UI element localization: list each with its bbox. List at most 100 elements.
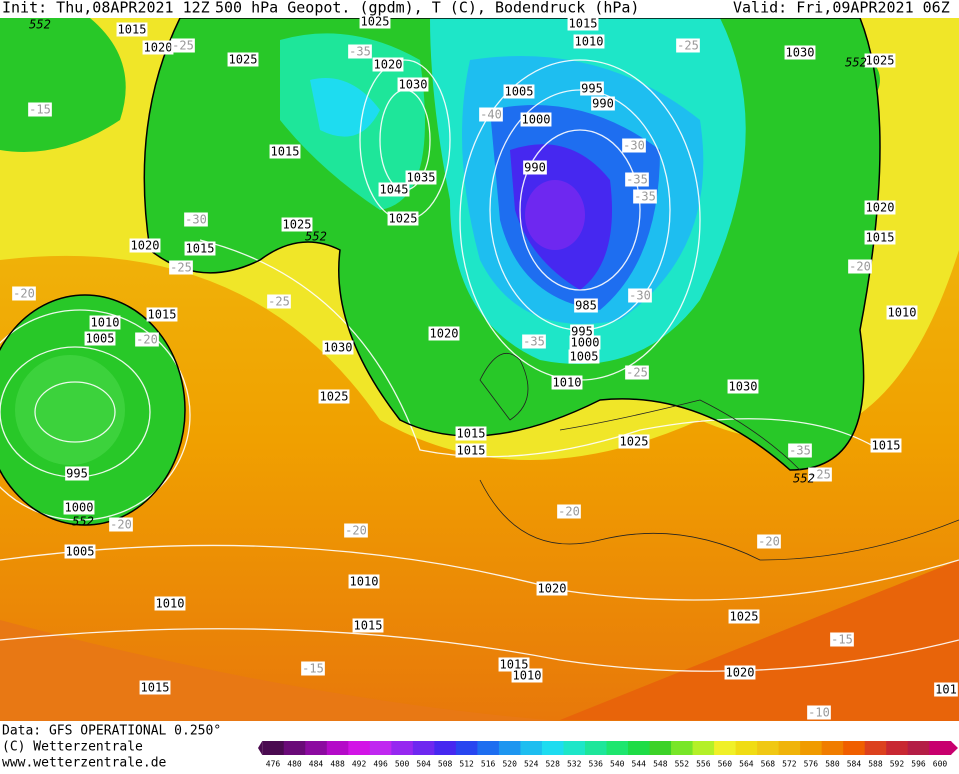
colorbar-label: 584	[847, 760, 862, 769]
pressure-label: 1020	[726, 666, 755, 680]
temperature-label-box	[830, 632, 854, 647]
pressure-label-box	[934, 682, 958, 697]
pressure-label: 1015	[457, 444, 486, 458]
temperature-label: -25	[677, 39, 699, 53]
temperature-label-box	[184, 212, 208, 227]
pressure-label-box	[864, 230, 896, 245]
temperature-label: -20	[758, 535, 780, 549]
pressure-label: 990	[524, 161, 546, 175]
pressure-label: 1025	[283, 218, 312, 232]
pressure-label-box	[146, 307, 178, 322]
pressure-label-box	[724, 665, 756, 680]
pressure-label-box	[63, 500, 95, 515]
pressure-label: 1025	[389, 212, 418, 226]
temperature-label: -35	[626, 173, 648, 187]
init-time: Init: Thu,08APR2021 12Z	[2, 0, 210, 17]
temperature-label: -25	[809, 468, 831, 482]
colorbar-cell	[843, 741, 866, 755]
pressure-label: 1000	[522, 113, 551, 127]
pressure-label: 1015	[148, 308, 177, 322]
pressure-label-box	[511, 668, 543, 683]
pressure-label-box	[567, 16, 599, 31]
pressure-label: 1020	[144, 41, 173, 55]
pressure-label: 1030	[399, 78, 428, 92]
colorbar-label: 552	[675, 760, 690, 769]
pressure-label-box	[580, 81, 604, 96]
colorbar-label: 532	[567, 760, 582, 769]
colorbar-label: 568	[761, 760, 776, 769]
pressure-label-box	[591, 96, 615, 111]
pressure-label-box	[523, 160, 547, 175]
colorbar-cell	[606, 741, 629, 755]
valid-time: Valid: Fri,09APR2021 06Z	[733, 0, 950, 17]
temperature-label: -15	[29, 103, 51, 117]
temperature-label-box	[848, 259, 872, 274]
map	[0, 18, 959, 721]
colorbar-cell	[735, 741, 758, 755]
pressure-label-box	[116, 22, 148, 37]
colorbar-label: 512	[459, 760, 474, 769]
colorbar-label: 564	[739, 760, 754, 769]
colorbar-label: 600	[933, 760, 948, 769]
pressure-label-box	[64, 544, 96, 559]
colorbar-label: 528	[545, 760, 560, 769]
colorbar-cell	[628, 741, 651, 755]
temperature-label-box	[676, 38, 700, 53]
pressure-label: 1000	[571, 336, 600, 350]
temperature-label-box	[757, 534, 781, 549]
pressure-label: 1035	[407, 171, 436, 185]
pressure-label-box	[864, 53, 896, 68]
pressure-label-box	[503, 84, 535, 99]
colorbar-label: 520	[502, 760, 517, 769]
pressure-label: 1010	[553, 376, 582, 390]
temperature-label: -10	[808, 706, 830, 720]
pressure-label-box	[573, 34, 605, 49]
height-label: 552	[305, 230, 327, 244]
colorbar-label: 588	[868, 760, 883, 769]
temperature-label: -35	[349, 45, 371, 59]
colorbar-label: 492	[352, 760, 367, 769]
temperature-label: -25	[172, 39, 194, 53]
colorbar-label: 592	[890, 760, 905, 769]
pressure-label: 1005	[86, 332, 115, 346]
pressure-label-box	[348, 574, 380, 589]
colorbar-label: 576	[804, 760, 819, 769]
pressure-label: 1030	[786, 46, 815, 60]
pressure-label: 1020	[866, 201, 895, 215]
colorbar-label: 480	[287, 760, 302, 769]
pressure-label: 1015	[500, 658, 529, 672]
pressure-label: 1015	[569, 17, 598, 31]
temperature-label-box	[557, 504, 581, 519]
colorbar-arrow-left	[258, 741, 263, 755]
pressure-label-box	[536, 581, 568, 596]
colorbar-cell	[563, 741, 586, 755]
colorbar-arrow-right	[950, 741, 958, 755]
pressure-label: 1010	[156, 597, 185, 611]
temperature-label: -30	[185, 213, 207, 227]
colorbar-label: 548	[653, 760, 668, 769]
colorbar-cell	[584, 741, 607, 755]
pressure-label-box	[455, 443, 487, 458]
pressure-label: 1010	[91, 316, 120, 330]
pressure-label: 1010	[350, 575, 379, 589]
temperature-label: -40	[480, 108, 502, 122]
pressure-label-box	[129, 238, 161, 253]
pressure-label: 101	[935, 683, 957, 697]
colorbar-label: 476	[266, 760, 281, 769]
pressure-label: 1000	[65, 501, 94, 515]
temperature-label-box	[344, 523, 368, 538]
pressure-label: 1025	[620, 435, 649, 449]
temperature-label-box	[109, 517, 133, 532]
colorbar-cell	[886, 741, 909, 755]
temperature-label: -20	[345, 524, 367, 538]
colorbar-label: 524	[524, 760, 539, 769]
colorbar-cell	[671, 741, 694, 755]
pressure-label: 1025	[361, 15, 390, 29]
data-source: Data: GFS OPERATIONAL 0.250°	[2, 724, 221, 739]
pressure-label: 1025	[320, 390, 349, 404]
colorbar-cell	[391, 741, 414, 755]
pressure-label-box	[405, 170, 437, 185]
pressure-label: 1025	[229, 53, 258, 67]
temperature-label: -25	[268, 295, 290, 309]
